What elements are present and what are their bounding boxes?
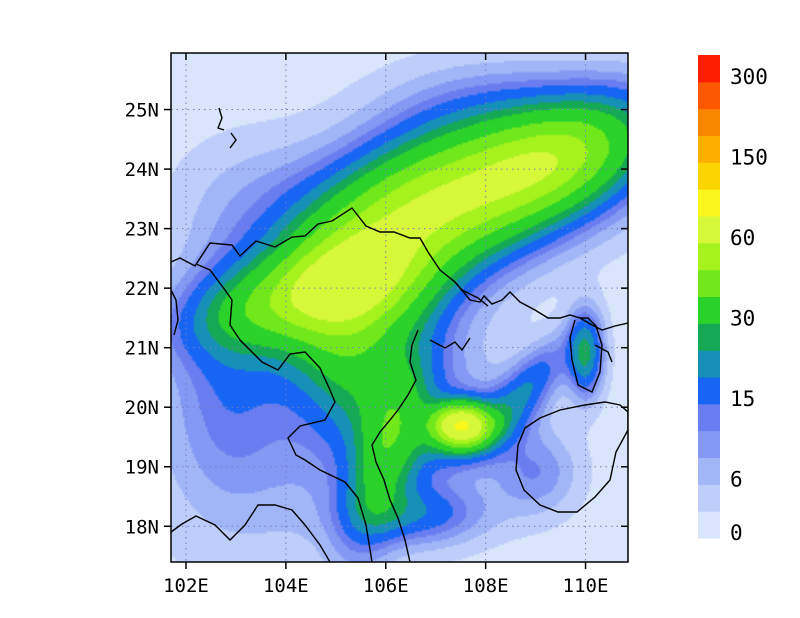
y-tick-label: 18N: [125, 516, 159, 538]
halong-islands: [429, 337, 471, 352]
y-tick-label: 21N: [125, 338, 159, 360]
precipitation-field: [171, 53, 628, 562]
colorbar-swatch: [698, 81, 720, 110]
colorbar-swatch: [698, 135, 720, 163]
leizhou-peninsula: [569, 317, 603, 393]
colorbar-swatch: [698, 55, 720, 83]
laos-china-border: [195, 263, 233, 301]
x-tick-label: 106E: [363, 575, 409, 597]
x-tick-label: 102E: [163, 575, 209, 597]
colorbar-swatch: [698, 189, 720, 217]
colorbar-swatch: [698, 269, 720, 297]
y-tick-label: 24N: [125, 159, 159, 181]
yunnan-lake-2: [229, 132, 237, 149]
colorbar-label: 60: [730, 226, 755, 250]
colorbar-swatch: [698, 108, 720, 136]
x-tick-label: 110E: [563, 575, 609, 597]
colorbar-label: 30: [730, 306, 755, 330]
colorbar-swatch: [698, 296, 720, 324]
map-plot-area: [170, 52, 629, 563]
myanmar-laos-border: [171, 289, 179, 336]
colorbar-swatch: [698, 511, 720, 539]
colorbar-label: 0: [730, 521, 743, 545]
colorbar-swatch: [698, 403, 720, 432]
gridlines: [171, 53, 628, 562]
y-tick-label: 22N: [125, 278, 159, 300]
laos-vietnam-border: [229, 299, 373, 562]
x-tick-label: 104E: [263, 575, 309, 597]
y-tick-label: 19N: [125, 457, 159, 479]
colorbar-label: 6: [730, 467, 743, 491]
x-tick-label: 108E: [463, 575, 509, 597]
plot-frame: [170, 52, 629, 563]
colorbar-swatch: [698, 242, 720, 271]
colorbar-swatch: [698, 350, 720, 378]
y-tick-label: 23N: [125, 219, 159, 241]
y-axis: 18N 19N 20N 21N 22N 23N 24N 25N: [125, 100, 628, 538]
coastlines-borders: [171, 107, 628, 562]
colorbar-swatch: [698, 216, 720, 244]
yunnan-lake-1: [217, 107, 225, 131]
y-tick-label: 25N: [125, 100, 159, 122]
colorbar-label: 150: [730, 145, 768, 169]
colorbar-label: 15: [730, 387, 755, 411]
colorbar-swatch: [698, 162, 720, 190]
colorbar-swatch: [698, 430, 720, 458]
colorbar-legend: 0 6 15 30 60 150 300: [698, 55, 768, 545]
colorbar-swatch: [698, 457, 720, 485]
weizhou-island: [594, 344, 613, 363]
china-vietnam-border: [171, 207, 489, 307]
x-axis: 102E 104E 106E 108E 110E: [163, 53, 608, 597]
gulf-tonkin-coast: [454, 281, 628, 331]
thailand-laos-border: [171, 504, 331, 562]
colorbar-swatch: [698, 377, 720, 405]
colorbar-swatch: [698, 323, 720, 351]
colorbar-swatch: [698, 484, 720, 512]
y-tick-label: 20N: [125, 397, 159, 419]
vietnam-coast: [371, 329, 419, 562]
hainan-island: [515, 401, 628, 513]
colorbar-label: 300: [730, 65, 768, 89]
